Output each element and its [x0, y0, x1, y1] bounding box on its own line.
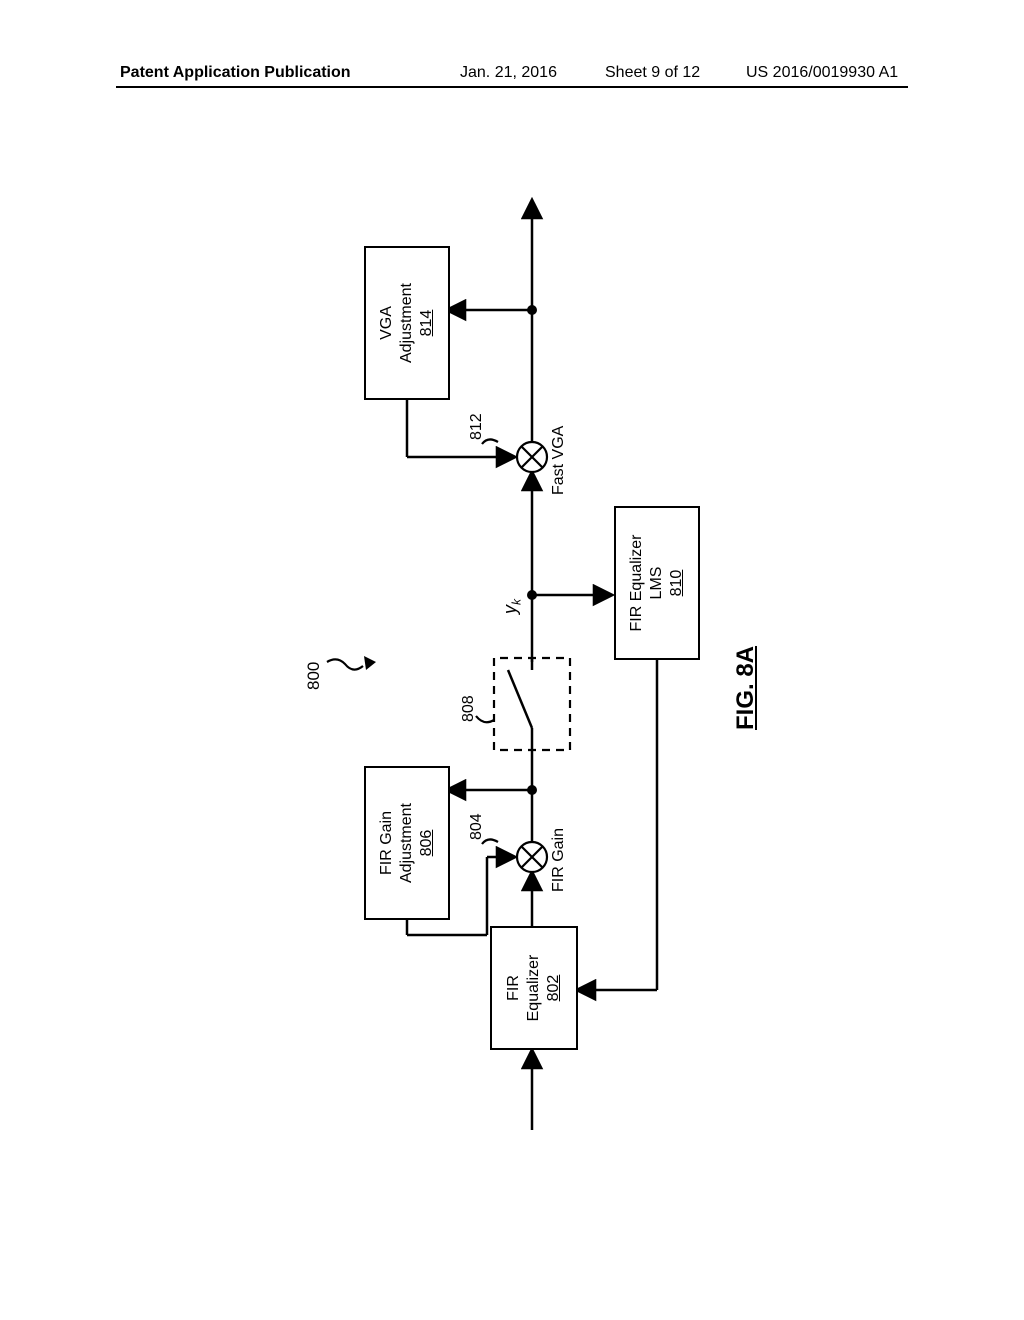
- fig-ref-800: 800: [304, 662, 324, 690]
- fir-eq-lms-line2: LMS: [647, 567, 667, 600]
- fir-equalizer-ref: 802: [544, 975, 564, 1002]
- vga-adj-ref: 814: [417, 310, 437, 337]
- figure-canvas: FIR Equalizer 802 FIR Gain Adjustment 80…: [232, 160, 792, 1160]
- diagram: FIR Equalizer 802 FIR Gain Adjustment 80…: [0, 0, 1024, 1320]
- fir-gain-adj-ref: 806: [417, 830, 437, 857]
- vga-adj-line1: VGA: [377, 306, 397, 340]
- rotated-figure-group: FIR Equalizer 802 FIR Gain Adjustment 80…: [232, 160, 792, 1160]
- ref-804: 804: [468, 813, 486, 840]
- fir-equalizer-line2: Equalizer: [524, 955, 544, 1022]
- fir-gain-adjustment-block: FIR Gain Adjustment 806: [364, 766, 450, 920]
- vga-adjustment-block: VGA Adjustment 814: [364, 246, 450, 400]
- fast-vga-label: Fast VGA: [550, 426, 568, 495]
- page: Patent Application Publication Jan. 21, …: [0, 0, 1024, 1320]
- yk-y: y: [500, 605, 520, 614]
- fir-eq-lms-ref: 810: [667, 570, 687, 597]
- fir-equalizer-lms-block: FIR Equalizer LMS 810: [614, 506, 700, 660]
- yk-sub: k: [510, 599, 524, 605]
- vga-adj-line2: Adjustment: [397, 283, 417, 363]
- fir-equalizer-block: FIR Equalizer 802: [490, 926, 578, 1050]
- fir-gain-adj-line1: FIR Gain: [377, 811, 397, 875]
- fir-eq-lms-line1: FIR Equalizer: [627, 535, 647, 632]
- fir-equalizer-line1: FIR: [504, 975, 524, 1001]
- fir-gain-adj-line2: Adjustment: [397, 803, 417, 883]
- ref-808: 808: [460, 695, 478, 722]
- fir-gain-label: FIR Gain: [550, 828, 568, 892]
- yk-label: yk: [500, 599, 524, 614]
- figure-label: FIG. 8A: [732, 646, 760, 730]
- ref-812: 812: [468, 413, 486, 440]
